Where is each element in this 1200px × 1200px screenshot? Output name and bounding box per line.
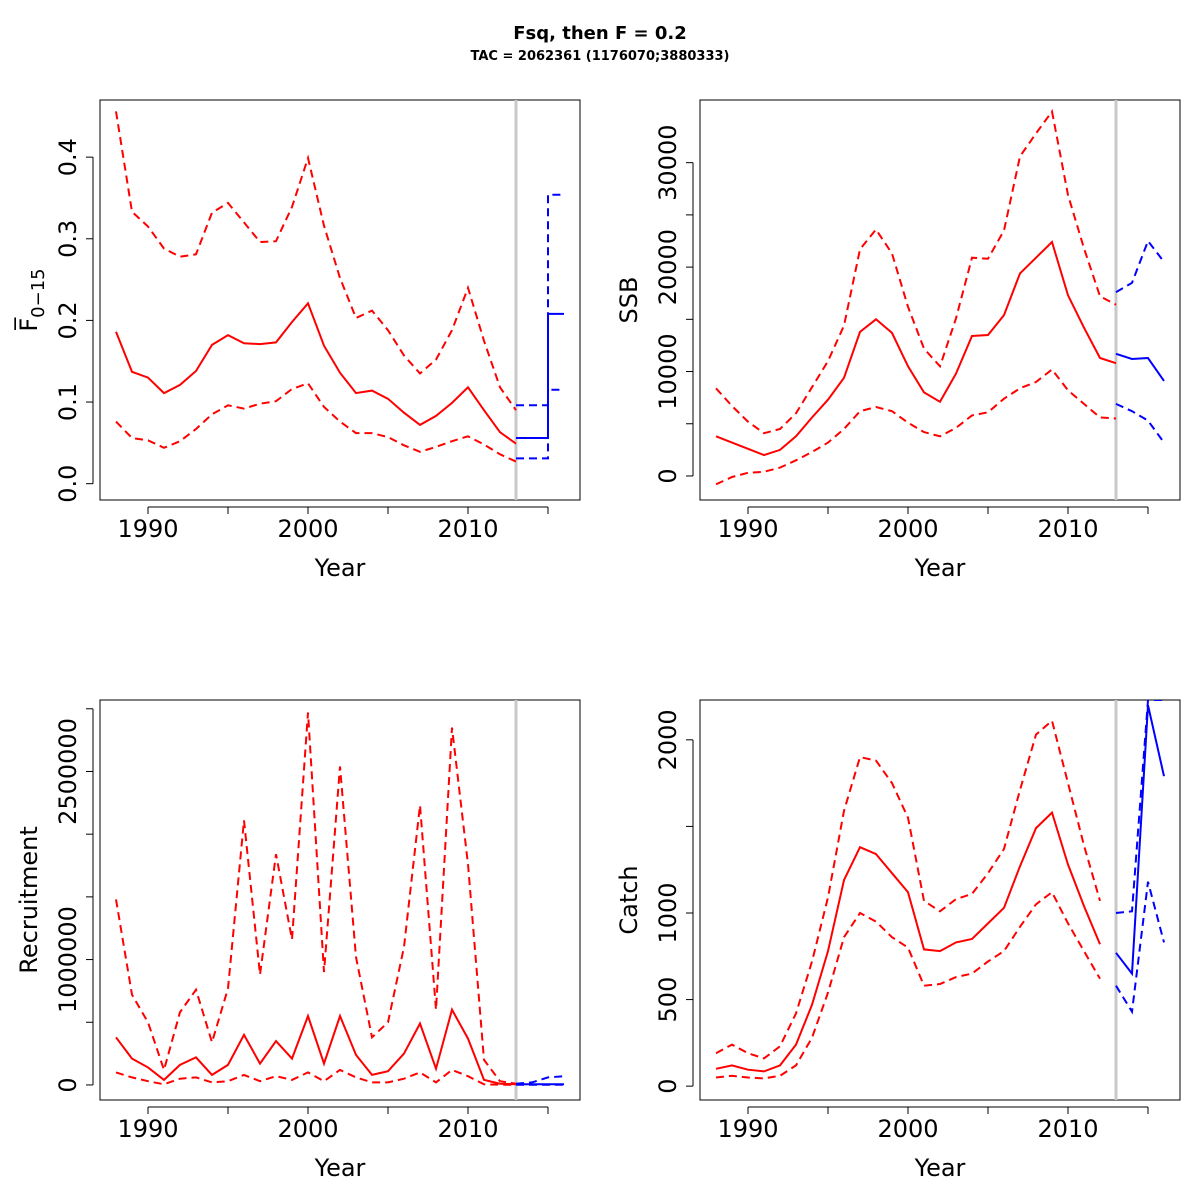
panels: 1990 2000 20100.00.10.20.30.4YearF̅0−15199… (14, 99, 1181, 1182)
catch-red-lower-line (715, 890, 1101, 1080)
ssb-panel: 1990 2000 2010 0 10000 20000 30000 Year SSB (615, 99, 1181, 582)
fbar-y-tick-label: 0.2 (54, 301, 82, 339)
catch-x-tick-label: 1990 (717, 1115, 778, 1143)
ssb-x-tick-label: 1990 (717, 515, 778, 543)
ssb-blue-lower-line (1115, 402, 1165, 444)
catch-blue-upper-line (1115, 700, 1164, 914)
catch-x-tick-label: 2000 (877, 1115, 938, 1143)
fbar-blue-upper-line (516, 193, 564, 407)
catch-y-tick-label: 500 (654, 977, 682, 1023)
catch-blue-estimate-line (1115, 704, 1165, 977)
recruitment-panel: 1990 2000 2010 0 1000000 2500000 Year Recruitme… (15, 699, 581, 1182)
catch-y-axis-title: Catch (615, 865, 643, 934)
recruitment-y-tick-label: 2500000 (54, 718, 82, 825)
catch-panel: 1990 2000 2010 0 500 1000 2000 Year Catch (615, 699, 1181, 1182)
fbar-y-axis-subscript: 0−15 (28, 268, 49, 317)
recruitment-y-tick-label: 1000000 (54, 906, 82, 1013)
catch-series-group (715, 700, 1165, 1080)
recruitment-y-tick-label: 0 (54, 1077, 82, 1092)
ssb-blue-estimate-line (1115, 352, 1165, 382)
ssb-plot-frame (699, 99, 1181, 501)
recruitment-red-estimate-line (115, 1007, 517, 1086)
catch-plot-frame (699, 699, 1181, 1101)
fbar-red-estimate-line (115, 301, 517, 445)
ssb-x-axis-title: Year (914, 554, 966, 582)
recruitment-y-axis-title: Recruitment (15, 826, 43, 973)
figure-subtitle: TAC = 2062361 (1176070;3880333) (471, 49, 730, 64)
catch-red-estimate-line (715, 810, 1101, 1073)
fbar-series-group (115, 111, 564, 463)
ssb-x-tick-label: 2000 (877, 515, 938, 543)
ssb-series-group (715, 109, 1165, 486)
catch-y-tick-label: 2000 (654, 709, 682, 770)
recruitment-x-tick-label: 2010 (437, 1115, 498, 1143)
fbar-red-upper-line (115, 111, 517, 411)
ssb-y-tick-label: 0 (654, 468, 682, 483)
fbar-y-tick-label: 0.3 (54, 220, 82, 258)
fbar-blue-estimate-line (516, 312, 564, 439)
fbar-x-axis-title: Year (314, 554, 366, 582)
fbar-y-axis-title: F̅0−15 (14, 268, 49, 331)
recruitment-plot-frame (99, 699, 581, 1101)
fbar-blue-lower-line (516, 388, 564, 460)
ssb-blue-upper-line (1115, 238, 1165, 294)
catch-x-tick-label: 2010 (1037, 1115, 1098, 1143)
ssb-y-tick-label: 10000 (654, 333, 682, 409)
figure-title: Fsq, then F = 0.2 (513, 23, 687, 44)
catch-y-tick-label: 0 (654, 1079, 682, 1094)
recruitment-series-group (115, 712, 565, 1086)
fbar-red-lower-line (115, 382, 517, 463)
fbar-y-tick-label: 0.0 (54, 465, 82, 503)
ssb-y-tick-label: 30000 (654, 124, 682, 200)
fbar-panel: 1990 2000 2010 0.0 0.1 0.2 0.3 0.4 Year F̅0−15 (14, 99, 581, 582)
recruitment-blue-upper-line (515, 1075, 565, 1085)
catch-y-tick-label: 1000 (654, 882, 682, 943)
fbar-y-tick-label: 0.1 (54, 383, 82, 421)
ssb-x-tick-label: 2010 (1037, 515, 1098, 543)
fbar-x-tick-label: 2010 (437, 515, 498, 543)
ssb-red-lower-line (715, 368, 1117, 486)
recruitment-x-axis-title: Year (314, 1154, 366, 1182)
ssb-red-upper-line (715, 109, 1117, 435)
recruitment-red-lower-line (115, 1068, 517, 1086)
catch-x-axis-title: Year (914, 1154, 966, 1182)
catch-blue-lower-line (1115, 881, 1165, 1015)
ssb-y-axis-title: SSB (615, 277, 643, 324)
recruitment-red-upper-line (115, 712, 517, 1085)
ssb-red-estimate-line (715, 240, 1117, 457)
recruitment-x-tick-label: 1990 (117, 1115, 178, 1143)
ssb-y-tick-label: 20000 (654, 229, 682, 305)
fbar-x-tick-label: 1990 (117, 515, 178, 543)
catch-red-upper-line (715, 718, 1101, 1060)
fbar-plot-frame (99, 99, 581, 501)
fbar-y-tick-label: 0.4 (54, 138, 82, 176)
fbar-x-tick-label: 2000 (277, 515, 338, 543)
recruitment-x-tick-label: 2000 (277, 1115, 338, 1143)
